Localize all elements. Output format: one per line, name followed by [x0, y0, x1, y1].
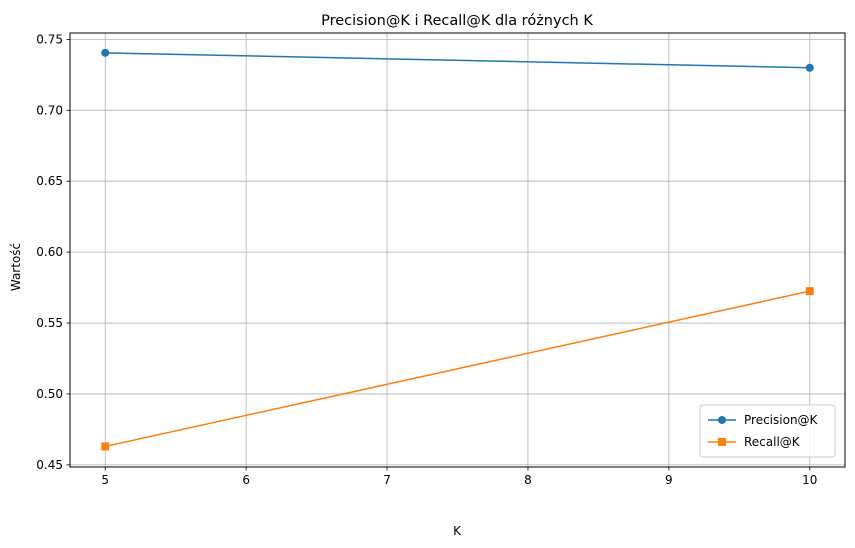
grid-lines: [70, 33, 845, 467]
series-line: [105, 52, 810, 69]
legend-entry: Precision@K: [708, 413, 819, 427]
x-tick-label: 5: [101, 473, 109, 487]
plot-frame: [69, 32, 846, 468]
data-point: [805, 287, 814, 296]
data-point: [101, 48, 110, 57]
x-tick-label: 7: [383, 473, 391, 487]
series-layer: [101, 48, 814, 451]
x-tick-label: 6: [242, 473, 250, 487]
legend-box: [699, 404, 836, 458]
chart-title: Precision@K i Recall@K dla różnych K: [321, 13, 593, 29]
y-tick-label: 0.60: [36, 245, 63, 259]
legend-marker: [718, 438, 726, 446]
axes: 5 6 7 8 9 10 0.45 0.50 0.55 0.60 0.65 0.70 0.75: [36, 32, 817, 487]
x-tick-label: 8: [524, 473, 532, 487]
x-tick-label: 9: [665, 473, 673, 487]
x-tick-label: 10: [802, 473, 817, 487]
series-recall-k: [101, 287, 814, 451]
y-tick-label: 0.45: [36, 458, 63, 472]
legend-label: Recall@K: [744, 435, 801, 449]
data-point: [805, 63, 814, 72]
y-tick-label: 0.50: [36, 387, 63, 401]
y-tick-label: 0.55: [36, 316, 63, 330]
legend: Precision@K Recall@K: [699, 404, 836, 458]
y-tick-label: 0.75: [36, 32, 63, 46]
legend-label: Precision@K: [744, 413, 819, 427]
x-axis-title: K: [453, 524, 462, 538]
legend-marker: [718, 416, 726, 424]
y-tick-label: 0.70: [36, 103, 63, 117]
y-axis-title: Wartość: [9, 243, 23, 291]
legend-entry: Recall@K: [708, 435, 801, 449]
series-line: [105, 290, 810, 448]
y-tick-label: 0.65: [36, 174, 63, 188]
series-precision-k: [101, 48, 814, 72]
data-point: [101, 442, 110, 451]
